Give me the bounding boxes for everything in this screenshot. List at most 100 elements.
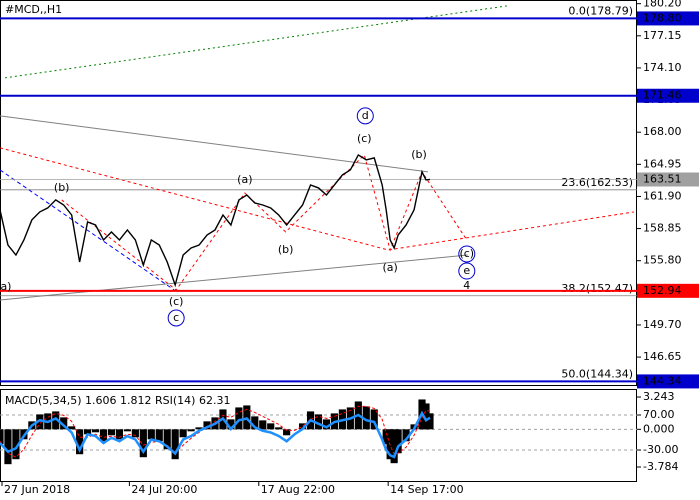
wave-label: e — [463, 264, 470, 277]
histogram-bar — [60, 417, 68, 430]
histogram-bar — [147, 429, 155, 440]
histogram-bar — [131, 429, 139, 438]
histogram-bar — [123, 429, 131, 432]
wave-circle — [458, 245, 476, 263]
histogram-bar — [322, 419, 331, 430]
histogram-bar — [390, 429, 398, 464]
main-frame — [0, 0, 637, 386]
wave-label: 4 — [463, 279, 470, 292]
histogram-bar — [259, 420, 267, 430]
histogram-bar — [227, 419, 235, 430]
y-tick-label: -3.784 — [643, 460, 678, 473]
histogram-bar — [394, 429, 402, 454]
histogram-bar — [422, 403, 430, 430]
histogram-bar — [382, 429, 390, 445]
fib-label: 23.6(162.53) — [561, 176, 633, 189]
rsi-line — [0, 410, 431, 459]
y-tick-label: 177.15 — [643, 29, 682, 42]
wave-label: (b) — [54, 181, 70, 194]
y-tick-label: 161.90 — [643, 189, 682, 202]
histogram-bar — [275, 427, 283, 430]
current-price-label: 163.51 — [643, 172, 682, 185]
current-price-tag — [637, 172, 699, 187]
fib-label: 38.2(152.47) — [561, 282, 633, 295]
histogram-bar — [12, 429, 20, 460]
histogram-bar — [187, 429, 195, 432]
histogram-bar — [52, 411, 60, 430]
chart-title: #MCD,,H1 — [5, 3, 62, 16]
histogram-bar — [251, 416, 259, 430]
wave-label: (c) — [169, 295, 184, 308]
y-tick-label: 3.243 — [643, 390, 675, 403]
histogram-bar — [115, 429, 124, 440]
histogram-bar — [370, 409, 378, 430]
wave-label: (b) — [278, 243, 294, 256]
indicator-label: MACD(5,34,5) 1.606 1.812 RSI(14) 62.31 — [5, 394, 230, 407]
histogram-bar — [91, 429, 100, 433]
trend-line — [0, 169, 175, 291]
fib-label: 50.0(144.34) — [561, 367, 633, 380]
y-tick-label: 155.80 — [643, 254, 682, 267]
histogram-bar — [362, 406, 370, 430]
y-tick-label: 180.20 — [643, 0, 682, 10]
histogram-bar — [139, 429, 147, 458]
histogram-bar — [179, 429, 187, 438]
histogram-bar — [267, 423, 275, 430]
level-label: 152.94 — [643, 284, 682, 297]
histogram-bar — [155, 429, 163, 442]
histogram-bar — [298, 423, 307, 430]
histogram-bar — [68, 426, 76, 430]
x-tick-label: 24 Jul 20:00 — [131, 483, 197, 496]
histogram-bar — [402, 429, 410, 442]
wave-label: (a) — [237, 173, 252, 186]
y-tick-label: 70.00 — [643, 408, 675, 421]
histogram-bar — [235, 407, 243, 430]
y-tick-label: 149.70 — [643, 318, 682, 331]
y-tick-label: 164.95 — [643, 157, 682, 170]
histogram-bar — [283, 429, 291, 436]
y-tick-label: 146.65 — [643, 350, 682, 363]
histogram-bar — [171, 429, 179, 460]
histogram-bar — [0, 429, 4, 445]
wave-label: d — [362, 109, 369, 122]
histogram-bar — [314, 414, 323, 430]
x-tick-label: 17 Aug 22:00 — [261, 483, 335, 496]
x-tick-label: 27 Jun 2018 — [4, 483, 70, 496]
signal-line — [0, 405, 431, 458]
x-tick-label: 14 Sep 17:00 — [390, 483, 463, 496]
wave-label: (b) — [411, 148, 427, 161]
price-line — [0, 153, 431, 288]
wave-label: a) — [0, 280, 11, 293]
y-tick-label: 0.000 — [643, 422, 675, 435]
histogram-bar — [107, 429, 116, 436]
histogram-bar — [203, 421, 211, 430]
wave-label: (c) — [459, 247, 474, 260]
level-label: 144.34 — [643, 374, 682, 387]
y-tick-label: 158.85 — [643, 222, 682, 235]
y-tick-label: -30.00 — [643, 443, 678, 456]
y-tick-label: 168.00 — [643, 125, 682, 138]
wave-circle — [356, 107, 374, 125]
y-tick-label: 174.10 — [643, 61, 682, 74]
trend-line — [0, 254, 468, 301]
wave-label: (c) — [357, 132, 372, 145]
histogram-bar — [84, 429, 92, 435]
histogram-bar — [426, 413, 434, 430]
histogram-bar — [99, 429, 108, 442]
histogram-bar — [36, 414, 44, 430]
level-tag — [637, 374, 699, 389]
level-tag — [637, 11, 699, 26]
trend-line — [0, 147, 635, 251]
fib-label: 0.0(178.79) — [568, 5, 633, 18]
wave-circle — [458, 262, 476, 280]
histogram-bar — [76, 429, 84, 455]
wave-circle — [167, 309, 185, 327]
histogram-bar — [195, 427, 203, 430]
level-tag — [637, 283, 699, 298]
histogram-bar — [4, 429, 12, 465]
histogram-bar — [163, 429, 171, 450]
wave-label: (a) — [382, 261, 397, 274]
level-label: 171.46 — [643, 89, 682, 102]
level-label: 178.80 — [643, 11, 682, 24]
